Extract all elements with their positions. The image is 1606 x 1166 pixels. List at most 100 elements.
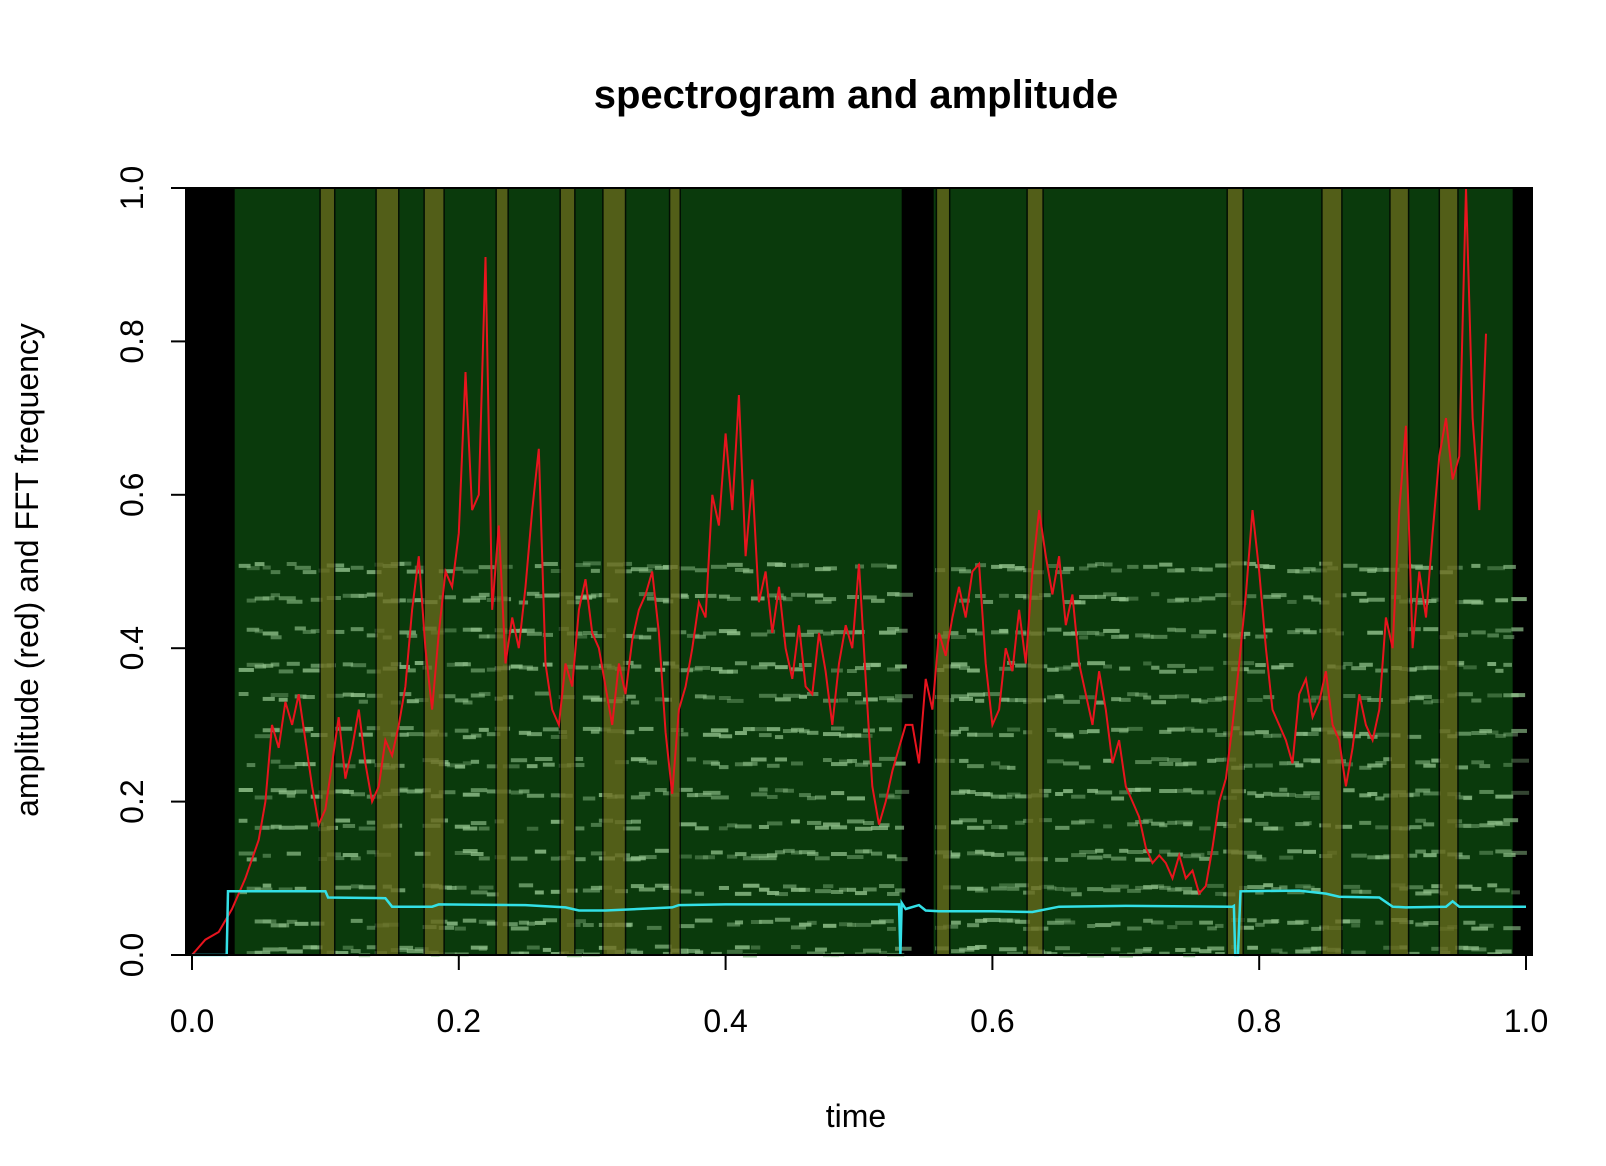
- spectral-dash: [1279, 663, 1294, 668]
- highlight-band-9: [1226, 187, 1244, 956]
- spectral-dash: [1495, 598, 1509, 603]
- spectral-dash: [1255, 763, 1273, 768]
- spectral-dash: [678, 594, 690, 599]
- spectral-dash: [406, 569, 424, 574]
- spectral-dash: [1111, 634, 1129, 639]
- spectral-dash: [782, 788, 794, 793]
- spectral-dash: [574, 563, 591, 568]
- spectral-dash: [1119, 697, 1131, 702]
- spectral-dash: [702, 593, 717, 598]
- spectral-dash: [830, 726, 845, 731]
- spectral-dash: [246, 763, 256, 768]
- spectral-dash: [1479, 764, 1491, 769]
- spectral-dash: [710, 850, 723, 855]
- spectral-dash: [750, 945, 761, 950]
- spectral-dash: [654, 848, 670, 853]
- spectral-dash: [1087, 788, 1098, 793]
- spectral-dash: [1495, 733, 1506, 738]
- spectral-dash: [518, 628, 535, 633]
- spectral-dash: [678, 822, 697, 827]
- spectral-dash: [1295, 731, 1308, 736]
- spectral-dash: [310, 794, 323, 799]
- spectral-dash: [806, 629, 824, 634]
- spectral-dash: [1199, 699, 1208, 704]
- spectral-dash: [326, 629, 345, 634]
- spectral-dash: [238, 563, 251, 568]
- spectral-dash: [502, 922, 518, 927]
- spectral-dash: [622, 923, 632, 928]
- spectral-dash: [1279, 855, 1294, 860]
- spectral-dash: [959, 818, 977, 823]
- spectral-dash: [967, 764, 984, 769]
- spectral-dash: [999, 697, 1010, 702]
- spectral-dash: [1503, 926, 1521, 931]
- spectral-dash: [310, 945, 323, 950]
- spectral-dash: [975, 888, 989, 893]
- spectral-dash: [846, 692, 862, 697]
- spectral-dash: [470, 851, 484, 856]
- chart-title: spectrogram and amplitude: [594, 73, 1119, 117]
- spectral-dash: [1103, 562, 1113, 567]
- spectral-dash: [654, 597, 670, 602]
- spectral-dash: [622, 561, 633, 566]
- spectral-dash: [750, 757, 767, 762]
- spectral-dash: [334, 951, 349, 956]
- y-axis: 0.0 0.2 0.4 0.6 0.8 1.0: [114, 166, 187, 977]
- spectral-dash: [302, 945, 318, 950]
- x-tick-label: 0.4: [703, 1003, 747, 1039]
- spectral-dash: [895, 628, 908, 633]
- y-tick-label: 0.8: [114, 319, 150, 363]
- spectral-dash: [854, 762, 869, 767]
- spectral-dash: [1303, 885, 1315, 890]
- spectral-dash: [286, 599, 303, 604]
- spectral-dash: [959, 598, 970, 603]
- y-tick-label: 0.2: [114, 779, 150, 823]
- spectral-dash: [999, 794, 1013, 799]
- spectral-dash: [574, 857, 586, 862]
- spectral-dash: [1359, 793, 1372, 798]
- spectral-dash: [1263, 695, 1275, 700]
- spectral-dash: [1127, 726, 1143, 731]
- spectral-dash: [630, 757, 647, 762]
- spectral-dash: [1127, 692, 1139, 697]
- spectral-dash: [1015, 820, 1025, 825]
- spectral-dash: [246, 627, 260, 632]
- spectral-dash: [967, 732, 978, 737]
- spectral-dash: [414, 851, 431, 856]
- spectral-dash: [1471, 731, 1487, 736]
- spectral-dash: [1495, 668, 1504, 673]
- spectral-dash: [846, 855, 864, 860]
- spectral-dash: [622, 694, 636, 699]
- spectral-dash: [1255, 564, 1270, 569]
- spectral-dash: [822, 884, 834, 889]
- spectral-dash: [887, 891, 900, 896]
- spectral-dash: [951, 790, 966, 795]
- spectral-dash: [1111, 568, 1122, 573]
- spectral-dash: [951, 852, 961, 857]
- spectral-dash: [790, 925, 806, 930]
- spectral-dash: [1207, 697, 1222, 702]
- spectral-dash: [983, 917, 1001, 922]
- spectral-dash: [254, 562, 265, 567]
- spectral-dash: [1303, 791, 1320, 796]
- spectral-dash: [1215, 821, 1229, 826]
- spectral-dash: [414, 661, 425, 666]
- spectral-dash: [999, 765, 1010, 770]
- spectral-dash: [1487, 566, 1505, 571]
- spectral-dash: [983, 819, 992, 824]
- spectral-dash: [726, 922, 741, 927]
- spectral-dash: [470, 627, 483, 632]
- spectral-dash: [871, 851, 883, 856]
- spectral-dash: [1071, 820, 1085, 825]
- spectral-dash: [734, 920, 744, 925]
- spectral-dash: [726, 631, 741, 636]
- spectral-dash: [983, 792, 993, 797]
- spectral-dash: [694, 826, 709, 831]
- spectral-dash: [694, 665, 711, 670]
- spectral-dash: [774, 917, 791, 922]
- spectral-dash: [1367, 697, 1383, 702]
- spectral-dash: [574, 919, 586, 924]
- spectral-dash: [262, 663, 274, 668]
- spectral-dash: [1311, 795, 1320, 800]
- spectral-dash: [782, 597, 793, 602]
